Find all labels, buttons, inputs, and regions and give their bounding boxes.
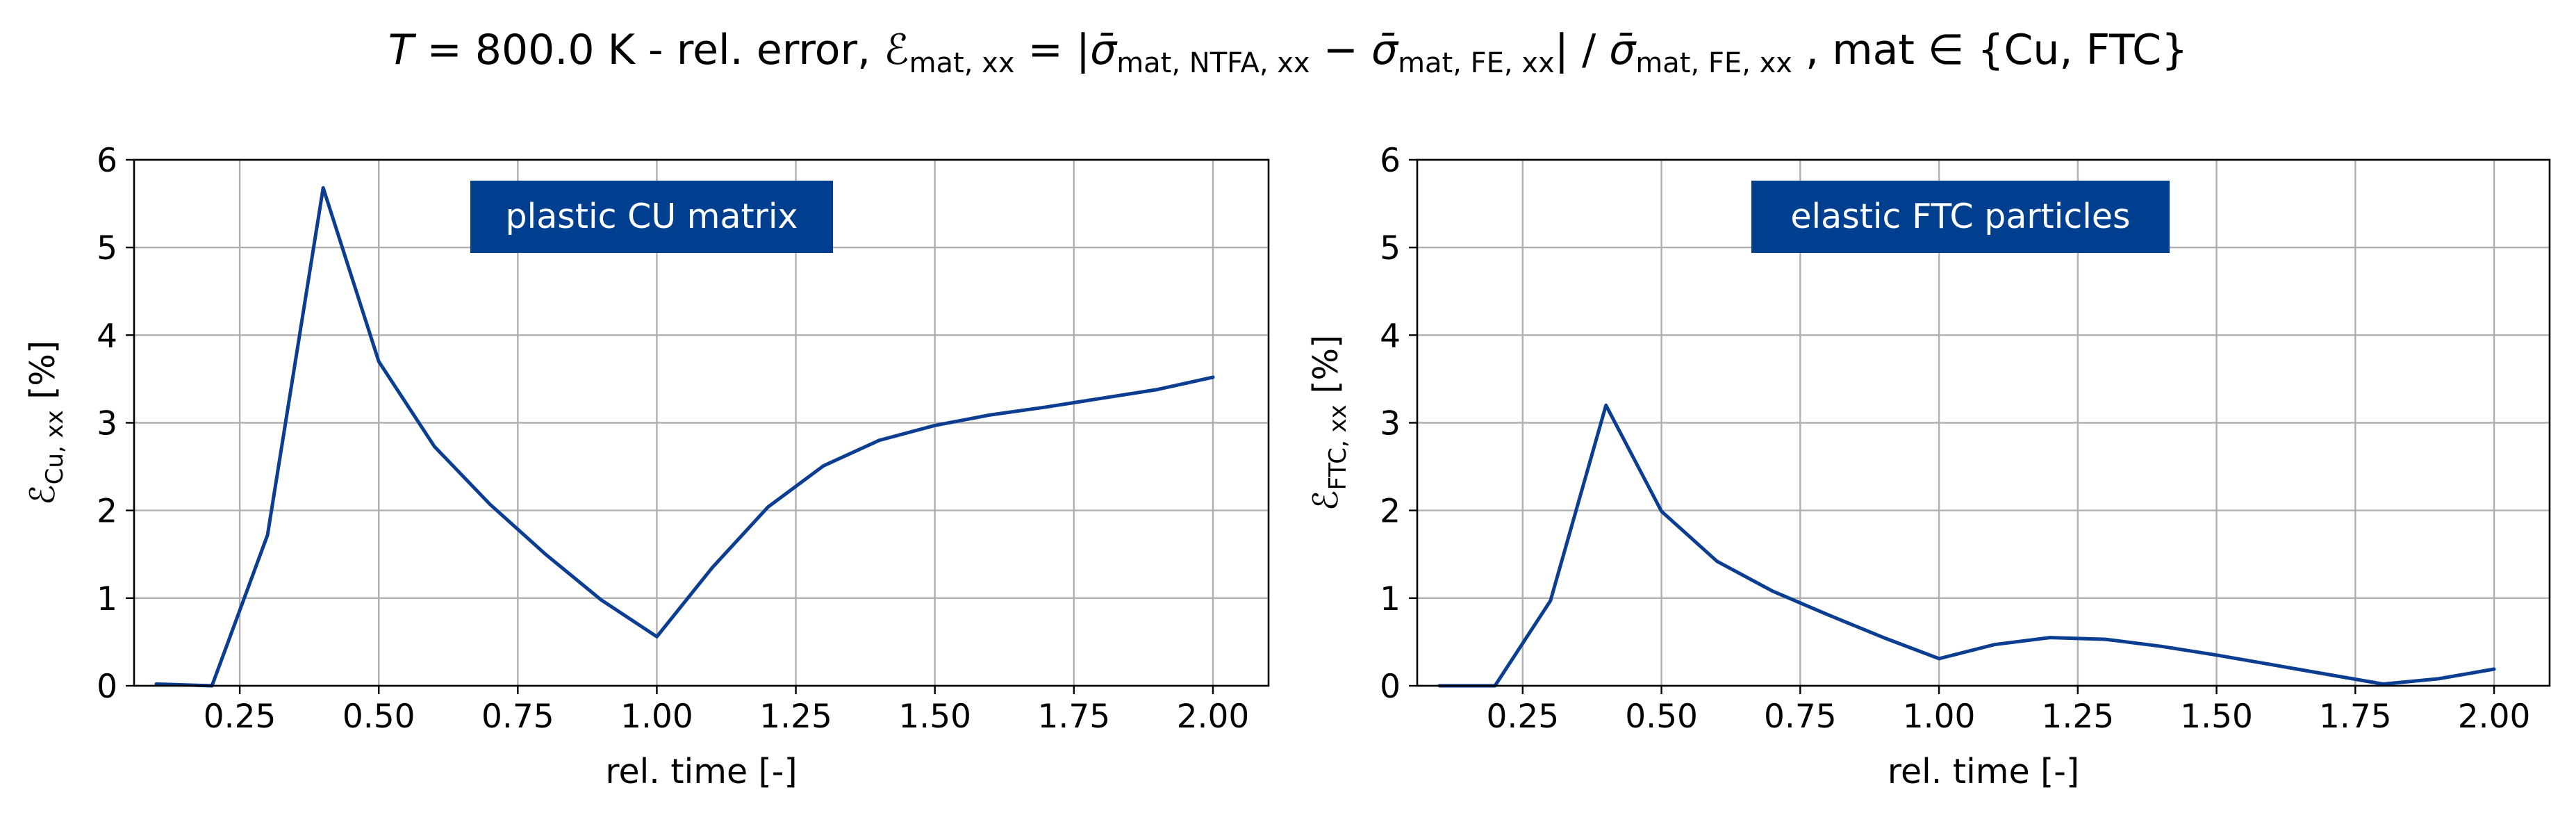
y-axis-label: ℰCu, xx [%]	[23, 340, 69, 505]
x-tick-label: 1.00	[620, 698, 693, 736]
x-tick-label: 0.50	[342, 698, 415, 736]
y-tick-label: 1	[1380, 580, 1401, 618]
y-tick-label: 4	[1380, 317, 1401, 355]
title-part: T	[388, 26, 417, 74]
y-tick-label: 6	[1380, 142, 1401, 180]
x-tick-label: 2.00	[1177, 698, 1250, 736]
x-axis-label: rel. time [-]	[1888, 752, 2079, 791]
figure-title: T = 800.0 K - rel. error, ℰmat, xx = |σ̄…	[388, 26, 2188, 79]
y-tick-label: 3	[1380, 405, 1401, 443]
y-tick-label: 5	[1380, 229, 1401, 268]
left-subplot: 0.25 0.50 0.75 1.00 1.25 1.50 1.75 2.00 0 1 2 3 4 5 6 r…	[23, 142, 1270, 791]
annotation-text: elastic FTC particles	[1790, 197, 2130, 236]
annotation-box	[470, 181, 833, 253]
x-tick-label: 0.75	[1764, 698, 1837, 736]
x-tick-label: 1.75	[1038, 698, 1111, 736]
y-tick-label: 6	[97, 142, 117, 180]
title-part: = |	[1015, 26, 1091, 74]
annotation-text: plastic CU matrix	[506, 197, 798, 236]
title-part: mat, FE, xx	[1635, 47, 1792, 79]
series-line	[154, 186, 1215, 688]
y-tick-label: 2	[1380, 493, 1401, 531]
x-tick-label: 1.75	[2319, 698, 2392, 736]
x-tick-label: 0.75	[481, 698, 554, 736]
x-tick-label: 0.25	[1486, 698, 1559, 736]
x-tick-label: 0.50	[1625, 698, 1698, 736]
title-part: , mat ∈ {Cu, FTC}	[1792, 26, 2188, 74]
y-tick-label: 2	[97, 493, 117, 531]
x-tick-label: 2.00	[2458, 698, 2531, 736]
right-subplot: 0.25 0.50 0.75 1.00 1.25 1.50 1.75 2.00 0 1 2 3 4 5 6 r…	[1306, 142, 2551, 791]
annotation-box	[1751, 181, 2170, 253]
x-tick-label: 1.00	[1903, 698, 1976, 736]
title-part: mat, xx	[909, 47, 1015, 79]
y-axis-label-unit: [%]	[1306, 335, 1346, 404]
x-axis-label: rel. time [-]	[605, 752, 797, 791]
y-tick-label: 3	[97, 405, 117, 443]
title-part: σ̄	[1371, 26, 1399, 74]
x-tick-label: 0.25	[204, 698, 276, 736]
x-tick-label: 1.25	[759, 698, 832, 736]
y-tick-label: 4	[97, 317, 117, 355]
title-part: = 800.0 K - rel. error,	[413, 26, 884, 74]
title-part: σ̄	[1609, 26, 1637, 74]
x-tick-label: 1.25	[2042, 698, 2115, 736]
title-part: σ̄	[1090, 26, 1118, 74]
title-part: mat, FE, xx	[1398, 47, 1555, 79]
y-tick-label: 0	[97, 668, 117, 706]
title-part: | /	[1555, 26, 1610, 74]
title-part: −	[1310, 26, 1371, 74]
y-tick-label: 5	[97, 229, 117, 268]
y-axis-label-unit: [%]	[23, 340, 63, 410]
x-tick-label: 1.50	[2180, 698, 2253, 736]
y-axis-label: ℰFTC, xx [%]	[1306, 335, 1352, 511]
y-axis-label-symbol: ℰ	[1306, 491, 1346, 511]
y-axis-label-subscript: Cu, xx	[41, 410, 69, 484]
y-tick-label: 0	[1380, 668, 1401, 706]
x-tick-label: 1.50	[898, 698, 971, 736]
series-line	[1437, 403, 2496, 688]
title-part: ℰ	[884, 26, 909, 74]
title-part: mat, NTFA, xx	[1116, 47, 1310, 79]
y-axis-label-subscript: FTC, xx	[1324, 404, 1352, 490]
y-axis-label-symbol: ℰ	[23, 484, 63, 505]
y-tick-label: 1	[97, 580, 117, 618]
